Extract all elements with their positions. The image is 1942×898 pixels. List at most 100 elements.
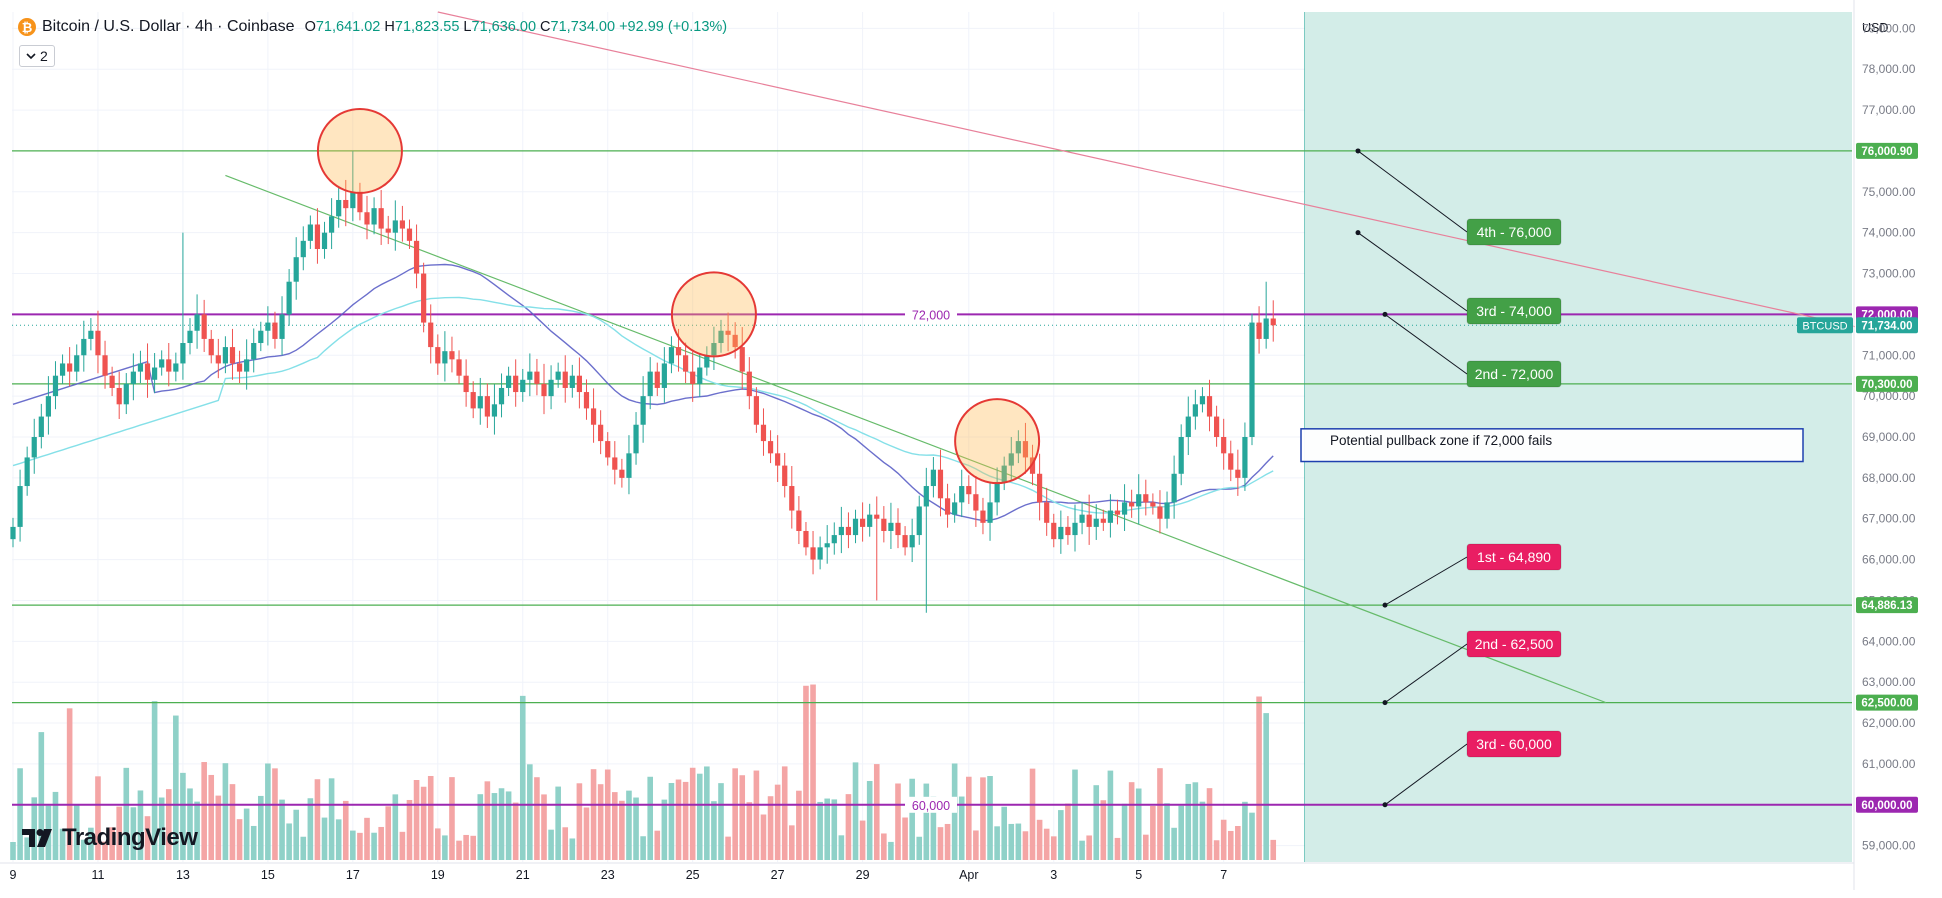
volume-bar — [144, 816, 151, 860]
candle-body — [1015, 441, 1021, 454]
candle-body — [944, 498, 951, 515]
volume-bar — [675, 779, 682, 860]
highlight-circles[interactable] — [316, 107, 1041, 485]
trendlines[interactable] — [225, 11, 1942, 704]
x-tick-label: 13 — [176, 868, 190, 882]
volume-bar — [1143, 834, 1149, 860]
candle-body — [506, 375, 512, 388]
volume-bar — [1227, 830, 1234, 860]
volume-bar — [881, 833, 887, 860]
volume-bar — [831, 799, 838, 860]
x-tick-label: Apr — [959, 868, 978, 882]
interval[interactable]: 4h — [194, 18, 213, 35]
volume-bar — [696, 773, 703, 860]
volume-bar — [817, 801, 823, 860]
volume-bar — [1015, 823, 1022, 860]
price-badge-label: 70,300.00 — [1861, 379, 1912, 391]
volume-bar — [753, 770, 760, 860]
volume-bar — [718, 783, 724, 860]
volume-bar — [158, 797, 165, 860]
volume-bar — [95, 776, 101, 860]
price-badge — [1856, 796, 1918, 813]
volume-bar — [215, 795, 222, 860]
volume-bar — [130, 807, 137, 860]
candle-body — [775, 453, 781, 466]
y-tick-label: 74,000.00 — [1862, 226, 1916, 240]
key-level-label-bg — [905, 796, 957, 813]
x-tick-label: 11 — [91, 868, 104, 882]
price-badge-label: 62,500.00 — [1861, 698, 1912, 710]
target-callouts[interactable]: 4th - 76,000 3rd - 74,000 2nd - 72,000 1st … — [1355, 148, 1562, 808]
candle-body — [406, 228, 413, 241]
candle-body — [1249, 322, 1255, 437]
callout-leader — [1357, 232, 1468, 312]
callout-leader — [1357, 150, 1468, 233]
volume-bar — [1270, 839, 1277, 860]
volume-bar — [1185, 783, 1192, 860]
tradingview-logo[interactable]: TradingView — [22, 824, 198, 852]
volume-bar — [52, 791, 59, 860]
target-callout-box — [1466, 543, 1562, 571]
volume-bar — [682, 781, 689, 860]
candle-body — [81, 338, 87, 356]
symbol-badge-label: BTCUSD — [1802, 320, 1847, 332]
price-badge-label: 76,000.90 — [1861, 146, 1912, 158]
volume-bar — [604, 769, 611, 860]
candle-body — [633, 424, 639, 454]
candle-body — [930, 469, 936, 487]
candle-body — [137, 363, 144, 372]
volume-bar — [930, 796, 937, 860]
candle-body — [222, 347, 228, 364]
callout-anchor — [1382, 311, 1388, 317]
volume-bar — [293, 809, 299, 860]
candle-body — [421, 273, 427, 323]
symbol-name[interactable]: Bitcoin / U.S. Dollar — [42, 18, 181, 35]
candle-body — [378, 208, 384, 229]
x-tick-label: 19 — [431, 868, 445, 882]
candle-body — [477, 396, 483, 409]
candle-body — [1065, 526, 1071, 536]
volume-bar — [1008, 823, 1015, 860]
volume-bar — [888, 841, 894, 860]
candle-body — [513, 375, 519, 393]
candle-body — [803, 530, 809, 548]
candle-body — [1079, 514, 1085, 523]
candle-body — [838, 526, 844, 536]
candle-body — [1256, 322, 1262, 339]
candle-body — [236, 363, 243, 372]
volume-bar — [328, 778, 335, 860]
candle-body — [527, 371, 533, 380]
volume-bar — [583, 807, 590, 860]
volume-bar — [612, 792, 618, 860]
volume-bar — [739, 775, 746, 860]
candle-body — [767, 441, 774, 454]
annotation-box[interactable]: Potential pullback zone if 72,000 fails — [1300, 428, 1804, 463]
volume-bar — [1199, 801, 1206, 860]
candle-body — [952, 502, 958, 515]
price-badge — [1856, 317, 1918, 334]
volume-bar — [420, 786, 427, 860]
volume-bar — [803, 685, 809, 860]
y-tick-label: 63,000.00 — [1862, 675, 1916, 689]
candle-body — [966, 486, 972, 495]
volume-bar — [923, 783, 930, 860]
volume-bar — [873, 764, 880, 860]
candle-body — [1008, 453, 1014, 466]
volume-bar — [725, 836, 731, 860]
target-callout-label: 4th - 76,000 — [1477, 224, 1552, 240]
volume-bar — [342, 800, 349, 860]
candle-body — [909, 535, 915, 548]
tradingview-mark-icon — [22, 829, 52, 847]
volume-bar — [845, 794, 852, 860]
indicators-toggle-button[interactable]: 2 — [19, 45, 55, 67]
candle-body — [690, 371, 696, 384]
candle-body — [491, 404, 498, 417]
volume-bar — [378, 826, 384, 860]
volume-bar — [1249, 812, 1255, 860]
y-tick-label: 61,000.00 — [1862, 757, 1916, 771]
candle-body — [413, 240, 420, 274]
candle-body — [782, 465, 788, 487]
volume-bar — [555, 786, 561, 860]
candle-body — [916, 506, 922, 536]
